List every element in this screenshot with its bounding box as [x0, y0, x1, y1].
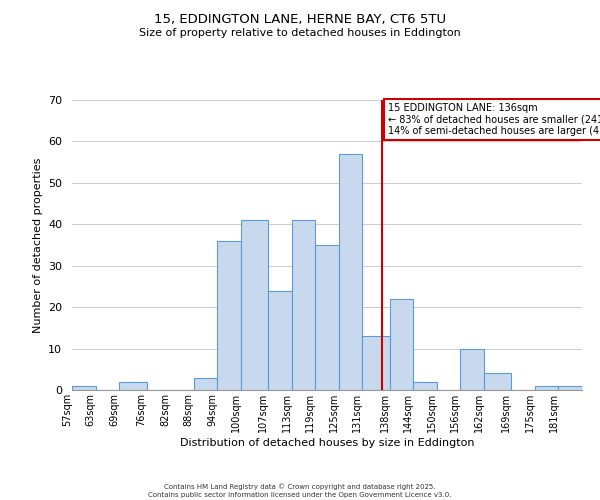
Bar: [268, 290, 292, 390]
Bar: [315, 245, 339, 390]
X-axis label: Distribution of detached houses by size in Eddington: Distribution of detached houses by size …: [180, 438, 474, 448]
Bar: [292, 220, 315, 390]
Y-axis label: Number of detached properties: Number of detached properties: [32, 158, 43, 332]
Bar: [390, 299, 413, 390]
Text: 15 EDDINGTON LANE: 136sqm
← 83% of detached houses are smaller (241)
14% of semi: 15 EDDINGTON LANE: 136sqm ← 83% of detac…: [388, 103, 600, 136]
Bar: [559, 386, 582, 390]
Text: Contains HM Land Registry data © Crown copyright and database right 2025.
Contai: Contains HM Land Registry data © Crown c…: [148, 484, 452, 498]
Bar: [413, 382, 437, 390]
Bar: [362, 336, 390, 390]
Bar: [72, 386, 95, 390]
Bar: [217, 241, 241, 390]
Bar: [241, 220, 268, 390]
Bar: [460, 348, 484, 390]
Bar: [194, 378, 217, 390]
Bar: [339, 154, 362, 390]
Bar: [119, 382, 146, 390]
Text: Size of property relative to detached houses in Eddington: Size of property relative to detached ho…: [139, 28, 461, 38]
Bar: [535, 386, 559, 390]
Bar: [484, 374, 511, 390]
Text: 15, EDDINGTON LANE, HERNE BAY, CT6 5TU: 15, EDDINGTON LANE, HERNE BAY, CT6 5TU: [154, 12, 446, 26]
